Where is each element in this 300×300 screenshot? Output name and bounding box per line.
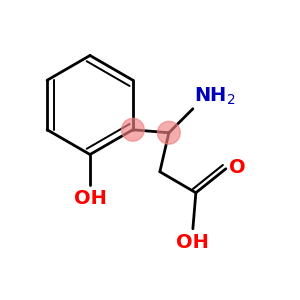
Text: OH: OH (74, 189, 106, 208)
Text: NH$_2$: NH$_2$ (194, 86, 236, 107)
Circle shape (122, 118, 144, 141)
Circle shape (158, 121, 180, 144)
Text: O: O (229, 158, 245, 177)
Text: OH: OH (176, 233, 209, 252)
